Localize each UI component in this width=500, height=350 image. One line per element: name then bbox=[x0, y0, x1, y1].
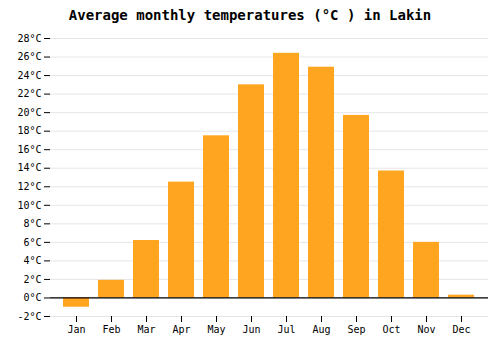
svg-text:20°C: 20°C bbox=[17, 107, 41, 118]
svg-text:16°C: 16°C bbox=[17, 144, 41, 155]
svg-text:26°C: 26°C bbox=[17, 51, 41, 62]
svg-text:14°C: 14°C bbox=[17, 162, 41, 173]
svg-text:Feb: Feb bbox=[102, 324, 120, 335]
svg-text:18°C: 18°C bbox=[17, 125, 41, 136]
html-text:Average monthly temperatures (: Average monthly temperatures (°C ) in La… bbox=[68, 7, 432, 23]
svg-text:12°C: 12°C bbox=[17, 181, 41, 192]
svg-text:Nov: Nov bbox=[417, 324, 435, 335]
svg-text:6°C: 6°C bbox=[23, 237, 41, 248]
svg-text:22°C: 22°C bbox=[17, 88, 41, 99]
svg-text:10°C: 10°C bbox=[17, 200, 41, 211]
svg-text:24°C: 24°C bbox=[17, 70, 41, 81]
svg-text:May: May bbox=[207, 324, 225, 335]
svg-text:0°C: 0°C bbox=[23, 292, 41, 303]
svg-text:Jun: Jun bbox=[242, 324, 260, 335]
svg-text:-2°C: -2°C bbox=[17, 311, 41, 322]
svg-text:Jan: Jan bbox=[67, 324, 85, 335]
svg-text:4°C: 4°C bbox=[23, 255, 41, 266]
svg-text:Aug: Aug bbox=[312, 324, 330, 335]
svg-text:Oct: Oct bbox=[382, 324, 400, 335]
svg-text:Sep: Sep bbox=[347, 324, 365, 335]
svg-text:Jul: Jul bbox=[277, 324, 295, 335]
svg-text:8°C: 8°C bbox=[23, 218, 41, 229]
svg-text:Apr: Apr bbox=[172, 324, 190, 335]
svg-text:Mar: Mar bbox=[137, 324, 155, 335]
svg-text:28°C: 28°C bbox=[17, 33, 41, 44]
svg-text:Dec: Dec bbox=[452, 324, 470, 335]
svg-text:2°C: 2°C bbox=[23, 274, 41, 285]
